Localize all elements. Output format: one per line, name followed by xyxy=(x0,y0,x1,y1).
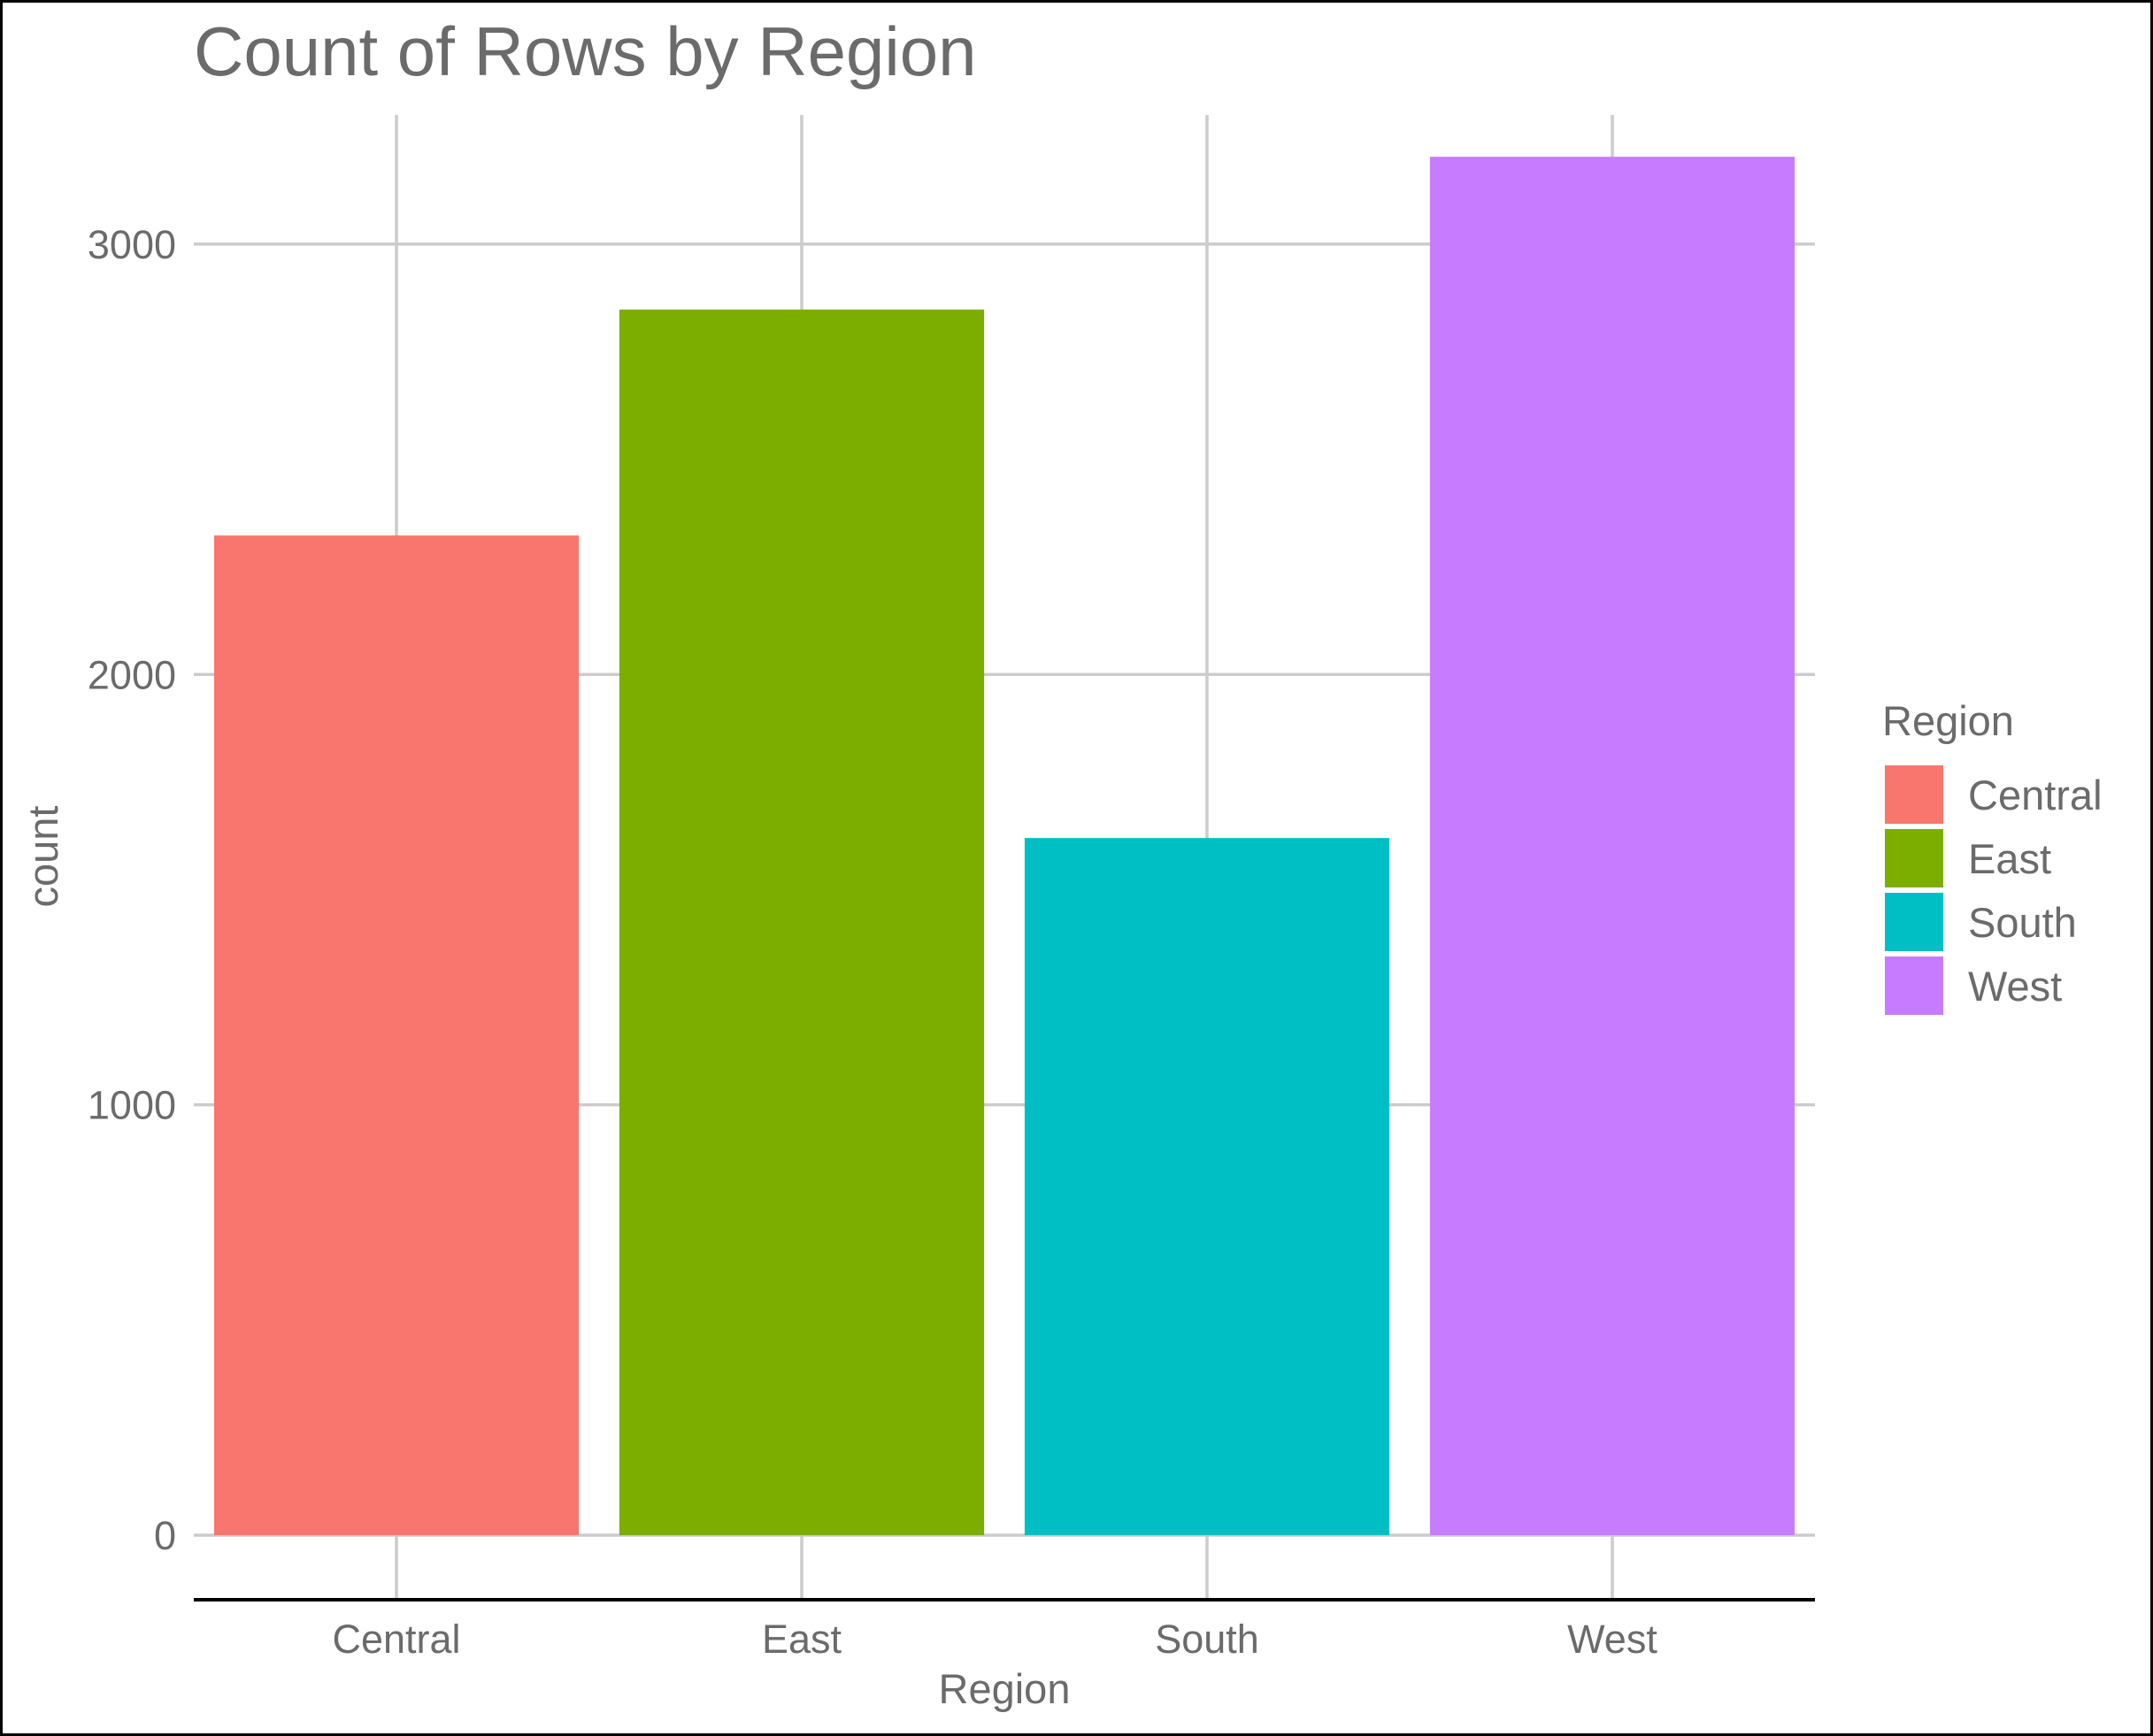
x-tick-label-west: West xyxy=(1567,1617,1657,1662)
legend-key-south xyxy=(1885,893,1943,951)
y-tick-label-3000: 3000 xyxy=(88,222,176,267)
bar-central xyxy=(213,535,580,1536)
y-axis-title: count xyxy=(19,806,66,908)
x-tick-label-central: Central xyxy=(332,1617,460,1662)
legend-label-west: West xyxy=(1968,963,2062,1010)
x-tick-label-east: East xyxy=(762,1617,842,1662)
bar-east xyxy=(619,309,985,1536)
x-tick-labels: Central East South West xyxy=(332,1617,1657,1662)
bars xyxy=(213,157,1795,1536)
legend-label-central: Central xyxy=(1968,772,2103,818)
legend-key-west xyxy=(1885,956,1943,1015)
y-tick-label-0: 0 xyxy=(154,1513,176,1558)
bar-chart: Count of Rows by Region 0 1000 2000 3000 Ce… xyxy=(19,12,2103,1712)
chart-title: Count of Rows by Region xyxy=(194,12,976,90)
legend: Region Central East South West xyxy=(1882,697,2103,1015)
x-axis-title: Region xyxy=(939,1665,1071,1712)
legend-key-east xyxy=(1885,829,1943,887)
bar-south xyxy=(1024,838,1390,1536)
y-tick-labels: 0 1000 2000 3000 xyxy=(88,222,176,1558)
legend-label-east: East xyxy=(1968,835,2051,882)
legend-label-south: South xyxy=(1968,899,2077,946)
y-tick-label-2000: 2000 xyxy=(88,652,176,697)
y-tick-label-1000: 1000 xyxy=(88,1083,176,1128)
legend-key-central xyxy=(1885,765,1943,824)
legend-title: Region xyxy=(1882,697,2014,744)
x-tick-label-south: South xyxy=(1155,1617,1259,1662)
bar-west xyxy=(1429,157,1795,1536)
